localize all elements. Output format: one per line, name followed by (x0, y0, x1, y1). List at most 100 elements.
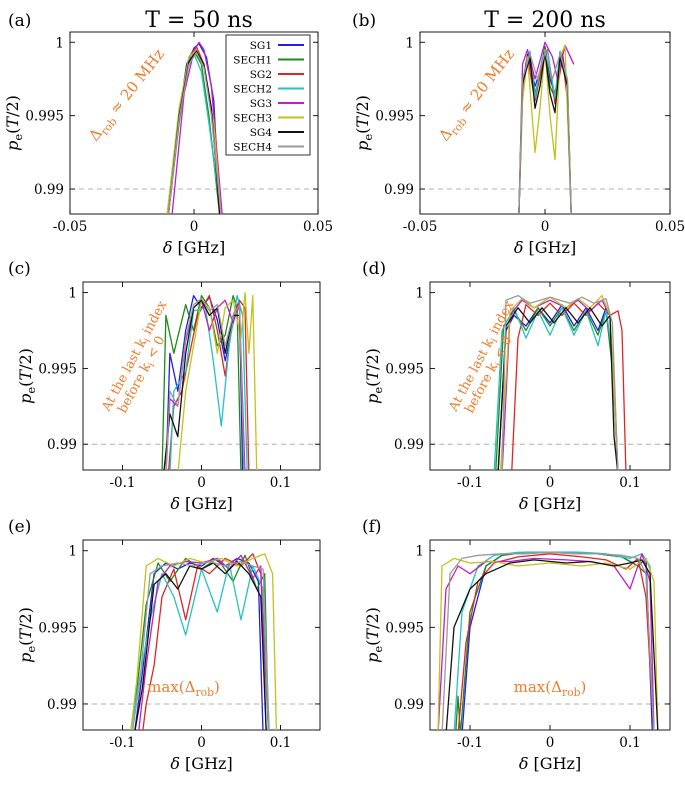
robustness-annotation: Δrob ≈ 20 MHz (85, 45, 170, 146)
y-tick-label: 0.99 (47, 697, 77, 713)
x-tick-label: 0 (546, 475, 555, 491)
x-tick-label: 0.1 (619, 475, 640, 491)
series-line-sg2 (168, 294, 250, 470)
legend-label: SECH4 (233, 142, 272, 154)
panel-f: 0.99 0.995 1 -0.1 0 0.1 (f) pe(T/2) δ [GHz] max(Δ… (362, 517, 671, 773)
y-tick-label: 0.99 (34, 182, 64, 198)
column-title-left: T = 50 ns (145, 8, 253, 33)
series-group (161, 291, 258, 470)
y-tick-label: 0.99 (47, 437, 77, 453)
panel-label: (e) (8, 517, 31, 537)
series-line-sg1 (134, 557, 264, 730)
series-line-sech3 (166, 48, 222, 214)
y-tick-label: 0.99 (394, 697, 424, 713)
x-axis-label: δ [GHz] (519, 754, 581, 773)
panel-label: (c) (8, 259, 31, 279)
series-line-sech1 (518, 47, 572, 214)
series-line-sech4 (441, 551, 655, 730)
y-tick-label: 0.995 (385, 620, 424, 636)
panel-label: (d) (362, 259, 386, 279)
y-tick-label: 0.99 (384, 182, 414, 198)
series-line-sg4 (518, 51, 572, 214)
legend-label: SECH3 (233, 113, 272, 125)
series-line-sg1 (167, 43, 221, 214)
panel-label: (a) (8, 11, 31, 31)
x-tick-label: 0.1 (619, 735, 640, 751)
y-axis-label: pe(T/2) (16, 607, 38, 663)
x-tick-label: 0 (197, 735, 206, 751)
x-tick-label: 0 (541, 219, 550, 235)
series-line-sech3 (437, 557, 659, 730)
series-line-sg4 (134, 560, 267, 730)
x-axis-label: δ [GHz] (519, 494, 581, 513)
series-group (130, 553, 278, 730)
panel-b: 0.99 0.995 1 -0.05 0 0.05 (b) pe(T/2) δ [GHz] Δro… (352, 11, 685, 257)
series-line-sech2 (453, 551, 655, 730)
x-axis-label: δ [GHz] (514, 238, 576, 257)
x-tick-label: 0.05 (655, 219, 685, 235)
y-axis-label: pe(T/2) (363, 348, 385, 404)
series-line-sech1 (495, 307, 619, 470)
y-axis-label: pe(T/2) (363, 607, 385, 663)
column-title-right: T = 200 ns (484, 8, 606, 33)
y-tick-label: 0.995 (375, 109, 414, 125)
legend-box (225, 34, 311, 156)
series-group (166, 41, 223, 214)
axes-frame (429, 539, 671, 731)
y-tick-label: 0.995 (385, 361, 424, 377)
y-tick-label: 1 (405, 35, 414, 51)
y-tick-label: 1 (55, 35, 64, 51)
x-axis-label: δ [GHz] (163, 238, 225, 257)
series-line-sg3 (138, 554, 267, 730)
series-line-sg2 (457, 553, 655, 730)
max-robustness-annotation: max(Δrob) (147, 678, 220, 699)
x-tick-label: -0.1 (457, 475, 483, 491)
x-tick-label: -0.05 (53, 219, 88, 235)
series-line-sech4 (165, 298, 245, 470)
series-line-sg3 (518, 41, 575, 214)
series-line-sg3 (437, 553, 655, 730)
panels: 0.99 0.995 1 -0.05 0 0.05 (a) pe(T/2) δ [GHz] Δro… (3, 11, 685, 773)
panel-e: 0.99 0.995 1 -0.1 0 0.1 (e) pe(T/2) δ [GHz] max(Δ… (8, 517, 321, 773)
series-line-sech4 (167, 51, 222, 214)
panel-label: (f) (362, 517, 382, 537)
y-tick-label: 1 (415, 544, 424, 560)
series-group (493, 294, 627, 470)
legend-label: SECH2 (233, 84, 272, 96)
series-line-sg2 (518, 48, 572, 214)
max-robustness-annotation: max(Δrob) (514, 678, 587, 699)
legend-label: SG3 (250, 98, 272, 110)
x-tick-label: 0 (197, 475, 206, 491)
series-line-sg4 (445, 559, 659, 730)
y-tick-label: 0.995 (25, 109, 64, 125)
legend-label: SG1 (250, 40, 272, 52)
x-axis-label: δ [GHz] (170, 494, 232, 513)
x-tick-label: 0 (190, 219, 199, 235)
x-tick-label: -0.05 (403, 219, 438, 235)
panel-a: 0.99 0.995 1 -0.05 0 0.05 (a) pe(T/2) δ [GHz] Δro… (3, 11, 333, 257)
series-group (518, 41, 575, 214)
x-tick-label: -0.1 (457, 735, 483, 751)
legend: SG1 SECH1 SG2 SECH2 SG3 SECH3 SG4 SECH4 (225, 34, 311, 156)
series-line-sech1 (130, 554, 270, 730)
series-line-sg4 (163, 299, 245, 470)
y-tick-label: 1 (415, 286, 424, 302)
y-axis-label: pe(T/2) (16, 348, 38, 404)
x-tick-label: 0 (546, 735, 555, 751)
series-line-sech3 (177, 291, 258, 470)
y-axis-label: pe(T/2) (3, 95, 25, 151)
series-line-sech4 (501, 294, 619, 470)
legend-label: SG4 (250, 127, 273, 139)
x-tick-label: 0.05 (303, 219, 333, 235)
series-line-sech2 (493, 307, 619, 470)
legend-label: SECH1 (233, 55, 272, 67)
series-line-sech4 (518, 51, 572, 214)
series-line-sech2 (518, 50, 572, 214)
y-tick-label: 1 (68, 286, 77, 302)
series-line-sech1 (161, 294, 242, 470)
x-axis-label: δ [GHz] (170, 754, 232, 773)
legend-label: SG2 (250, 69, 272, 81)
x-tick-label: -0.1 (109, 735, 135, 751)
